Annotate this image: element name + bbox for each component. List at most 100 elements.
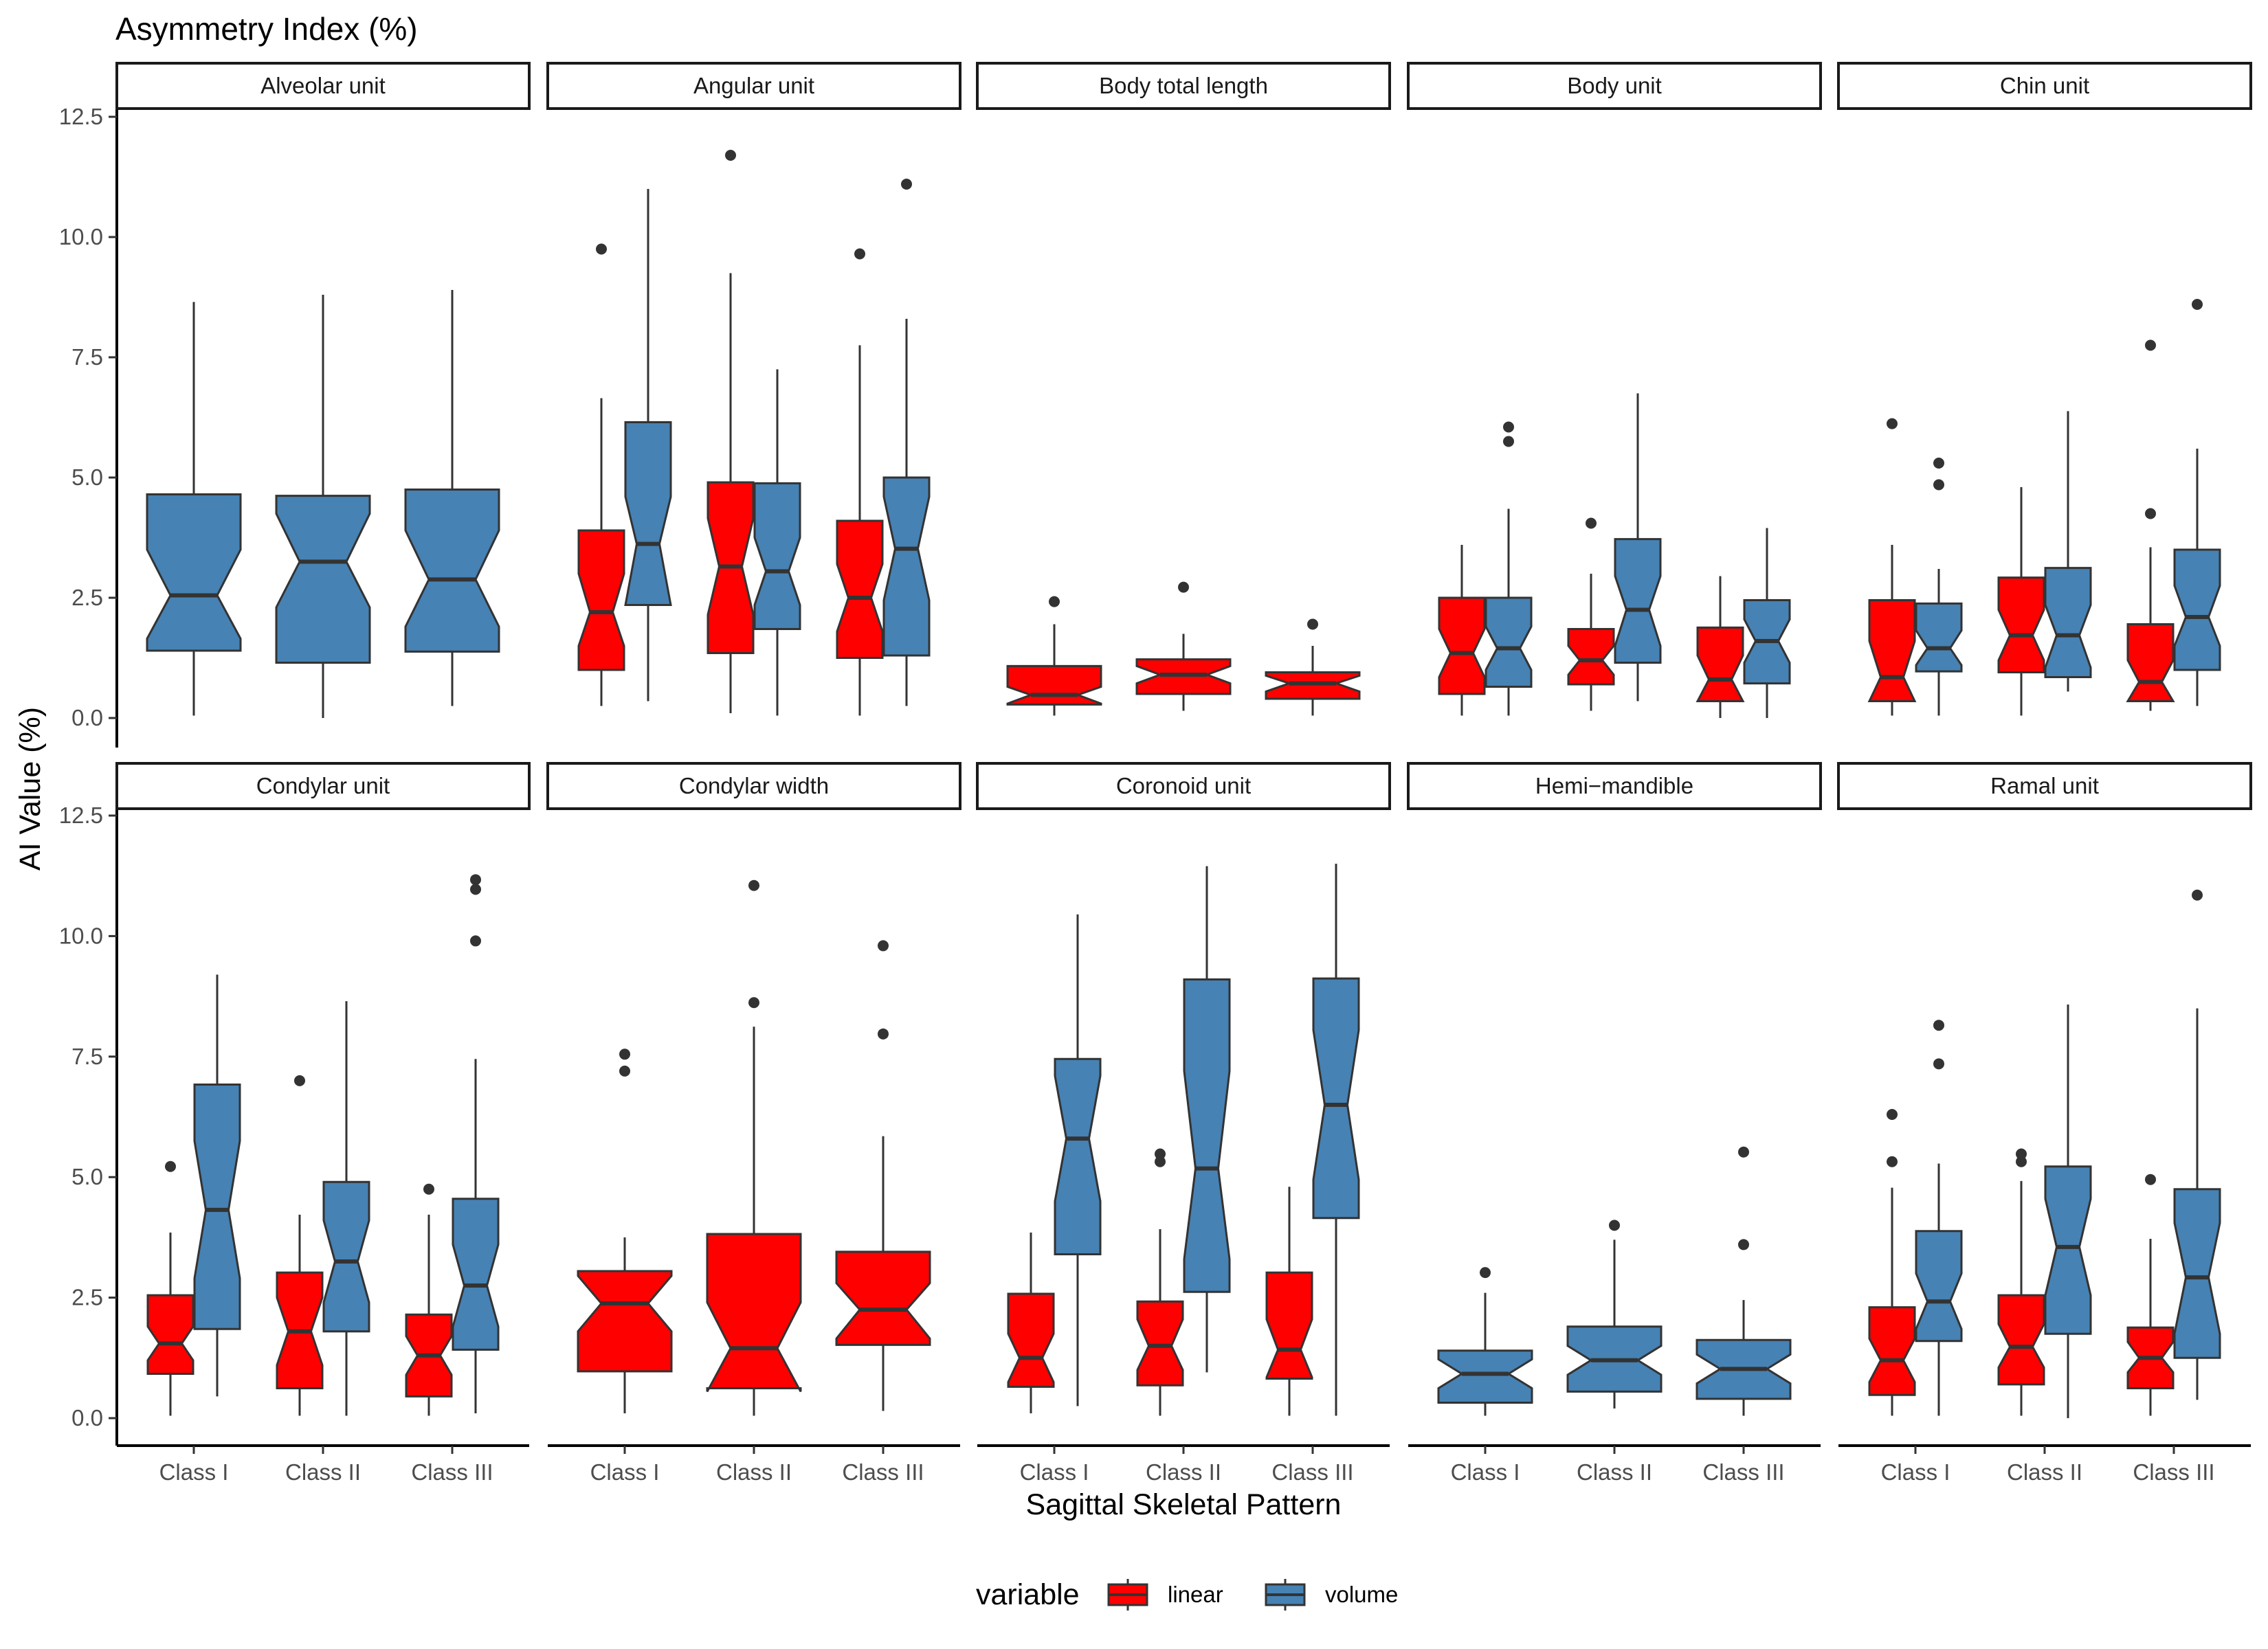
box-body bbox=[2126, 623, 2175, 702]
facet-strip-label: Alveolar unit bbox=[260, 73, 386, 98]
facet-strip bbox=[976, 62, 1391, 110]
y-axis-title: AI Value (%) bbox=[14, 707, 47, 871]
y-tick-label: 0.0 bbox=[71, 1405, 103, 1431]
box-volume bbox=[624, 189, 672, 702]
box-body bbox=[2173, 548, 2221, 671]
box-linear bbox=[146, 1160, 194, 1416]
box-body bbox=[404, 489, 500, 653]
box-body bbox=[1696, 626, 1745, 702]
facet-strip bbox=[1837, 762, 2252, 810]
box-linear bbox=[2126, 1174, 2175, 1416]
outlier-point bbox=[1155, 1156, 1166, 1167]
outlier-point bbox=[2145, 339, 2156, 351]
y-tick-label: 10.0 bbox=[59, 224, 103, 249]
facet-strip-label: Condylar width bbox=[679, 773, 829, 798]
box-body bbox=[1265, 1271, 1313, 1380]
box-volume bbox=[882, 179, 931, 706]
outlier-point bbox=[878, 940, 889, 952]
box-volume bbox=[1437, 1267, 1533, 1416]
box-body bbox=[193, 1084, 241, 1330]
box-linear bbox=[1007, 1232, 1055, 1413]
box-linear bbox=[1567, 517, 1615, 711]
facet-panel: Body unit bbox=[1407, 62, 1822, 718]
y-tick-label: 5.0 bbox=[71, 464, 103, 490]
box-body bbox=[1007, 1292, 1055, 1388]
x-tick-label: Class II bbox=[2007, 1459, 2082, 1485]
facet-panel: Hemi−mandible Class I Class II Class III bbox=[1407, 762, 1822, 1485]
box-linear bbox=[577, 243, 625, 706]
facet-strip-label: Body total length bbox=[1099, 73, 1268, 98]
x-tick-label: Class I bbox=[1881, 1459, 1950, 1485]
box-body bbox=[322, 1180, 370, 1333]
box-volume bbox=[404, 290, 500, 706]
facet-strip bbox=[1837, 62, 2252, 110]
facet-panel: Ramal unit Class I Class II Class III bbox=[1837, 762, 2252, 1485]
outlier-point bbox=[596, 243, 607, 255]
facet-strip bbox=[976, 762, 1391, 810]
x-tick-label: Class I bbox=[1451, 1459, 1520, 1485]
box-volume bbox=[275, 295, 371, 718]
y-tick-label: 2.5 bbox=[71, 585, 103, 610]
outlier-point bbox=[470, 874, 481, 886]
outlier-point bbox=[470, 884, 481, 895]
box-linear bbox=[1265, 618, 1361, 716]
outlier-point bbox=[1178, 581, 1189, 593]
legend: variable linear volume bbox=[976, 1578, 1398, 1611]
outlier-point bbox=[878, 1028, 889, 1040]
outlier-point bbox=[470, 935, 481, 947]
outlier-point bbox=[1503, 421, 1514, 433]
outlier-point bbox=[748, 879, 759, 891]
outlier-point bbox=[2192, 299, 2203, 310]
box-volume bbox=[2044, 411, 2092, 692]
facet-strip bbox=[115, 762, 531, 810]
facet-strip-label: Angular unit bbox=[693, 73, 814, 98]
facet-panel: Angular unit bbox=[546, 62, 961, 716]
box-body bbox=[1437, 1349, 1533, 1404]
box-linear bbox=[577, 1048, 673, 1413]
outlier-point bbox=[423, 1183, 434, 1195]
box-linear bbox=[1438, 545, 1486, 716]
box-linear bbox=[836, 248, 884, 716]
box-linear bbox=[1867, 418, 1917, 716]
box-body bbox=[1997, 576, 2045, 673]
box-linear bbox=[1997, 487, 2045, 716]
x-tick-label: Class I bbox=[159, 1459, 229, 1485]
x-tick-label: Class II bbox=[716, 1459, 792, 1485]
outlier-point bbox=[2016, 1148, 2027, 1160]
box-volume bbox=[753, 369, 801, 716]
box-body bbox=[452, 1198, 500, 1351]
box-linear bbox=[1997, 1148, 2045, 1416]
y-tick-label: 2.5 bbox=[71, 1285, 103, 1310]
facet-strip bbox=[1407, 762, 1822, 810]
outlier-point bbox=[619, 1048, 630, 1060]
box-volume bbox=[1183, 866, 1231, 1373]
box-volume bbox=[452, 874, 500, 1413]
outlier-point bbox=[1933, 479, 1944, 491]
facet-strip bbox=[546, 762, 961, 810]
box-body bbox=[1054, 1057, 1102, 1255]
box-body bbox=[1183, 978, 1231, 1293]
box-body bbox=[275, 495, 371, 664]
box-linear bbox=[835, 940, 931, 1411]
facet-strip-label: Hemi−mandible bbox=[1535, 773, 1693, 798]
box-linear bbox=[1868, 1108, 1916, 1416]
legend-label: linear bbox=[1168, 1582, 1223, 1607]
outlier-point bbox=[2016, 1156, 2027, 1167]
box-body bbox=[577, 1270, 673, 1373]
outlier-point bbox=[901, 179, 912, 190]
facet-panel: Coronoid unit Class I Class II Class III bbox=[976, 762, 1391, 1485]
outlier-point bbox=[165, 1160, 176, 1172]
legend-label: volume bbox=[1325, 1582, 1398, 1607]
box-body bbox=[753, 482, 801, 630]
outlier-point bbox=[1738, 1239, 1749, 1250]
outlier-point bbox=[1609, 1220, 1620, 1231]
facet-strip bbox=[1407, 62, 1822, 110]
outlier-point bbox=[2145, 508, 2156, 519]
box-body bbox=[1614, 538, 1662, 664]
x-tick-label: Class III bbox=[1702, 1459, 1784, 1485]
box-volume bbox=[1743, 528, 1791, 718]
box-volume bbox=[1614, 393, 1662, 702]
facet-panel: Alveolar unit 0.0 2.5 5.0 7.5 10.0 12.5 bbox=[59, 62, 531, 748]
x-tick-label: Class II bbox=[1146, 1459, 1221, 1485]
